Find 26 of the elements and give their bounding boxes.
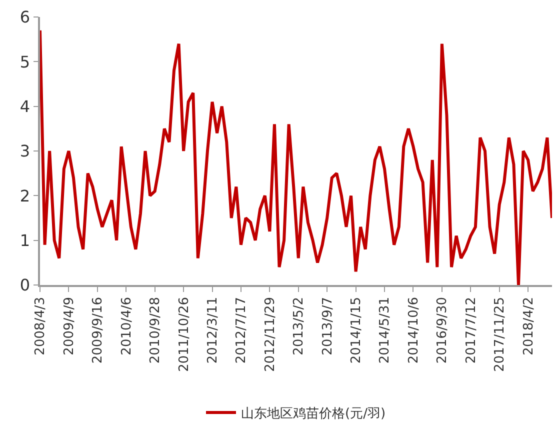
y-tick-label: 1 <box>20 230 30 250</box>
x-tick-label: 2011/10/26 <box>176 296 192 372</box>
x-tick-label: 2012/7/17 <box>234 296 250 364</box>
legend-label: 山东地区鸡苗价格(元/羽) <box>241 406 386 422</box>
x-tick-label: 2009/9/16 <box>90 296 106 364</box>
x-tick-label: 2010/4/6 <box>119 296 134 356</box>
y-tick-label: 5 <box>20 52 30 72</box>
x-tick-label: 2012/3/11 <box>205 296 220 364</box>
x-tick-label: 2010/9/28 <box>148 296 164 364</box>
x-tick-label: 2014/5/31 <box>378 296 393 364</box>
x-tick-label: 2013/9/7 <box>320 296 336 356</box>
x-tick-label: 2014/1/15 <box>349 296 364 364</box>
x-tick-label: 2009/4/9 <box>62 296 77 356</box>
y-tick-label: 6 <box>20 8 30 27</box>
x-tick-label: 2016/9/30 <box>435 296 450 364</box>
x-tick-label: 2017/7/12 <box>464 296 479 364</box>
y-tick-label: 2 <box>20 186 30 206</box>
x-tick-label: 2013/5/2 <box>292 296 307 356</box>
y-tick-label: 0 <box>20 276 30 295</box>
x-tick-label: 2008/4/3 <box>33 296 48 356</box>
x-tick-label: 2012/11/29 <box>262 296 278 372</box>
y-tick-label: 3 <box>20 142 30 161</box>
x-tick-label: 2014/10/6 <box>406 296 422 364</box>
x-tick-label: 2017/11/25 <box>492 296 508 372</box>
y-tick-label: 4 <box>20 96 30 116</box>
x-tick-label: 2018/4/2 <box>521 296 536 356</box>
